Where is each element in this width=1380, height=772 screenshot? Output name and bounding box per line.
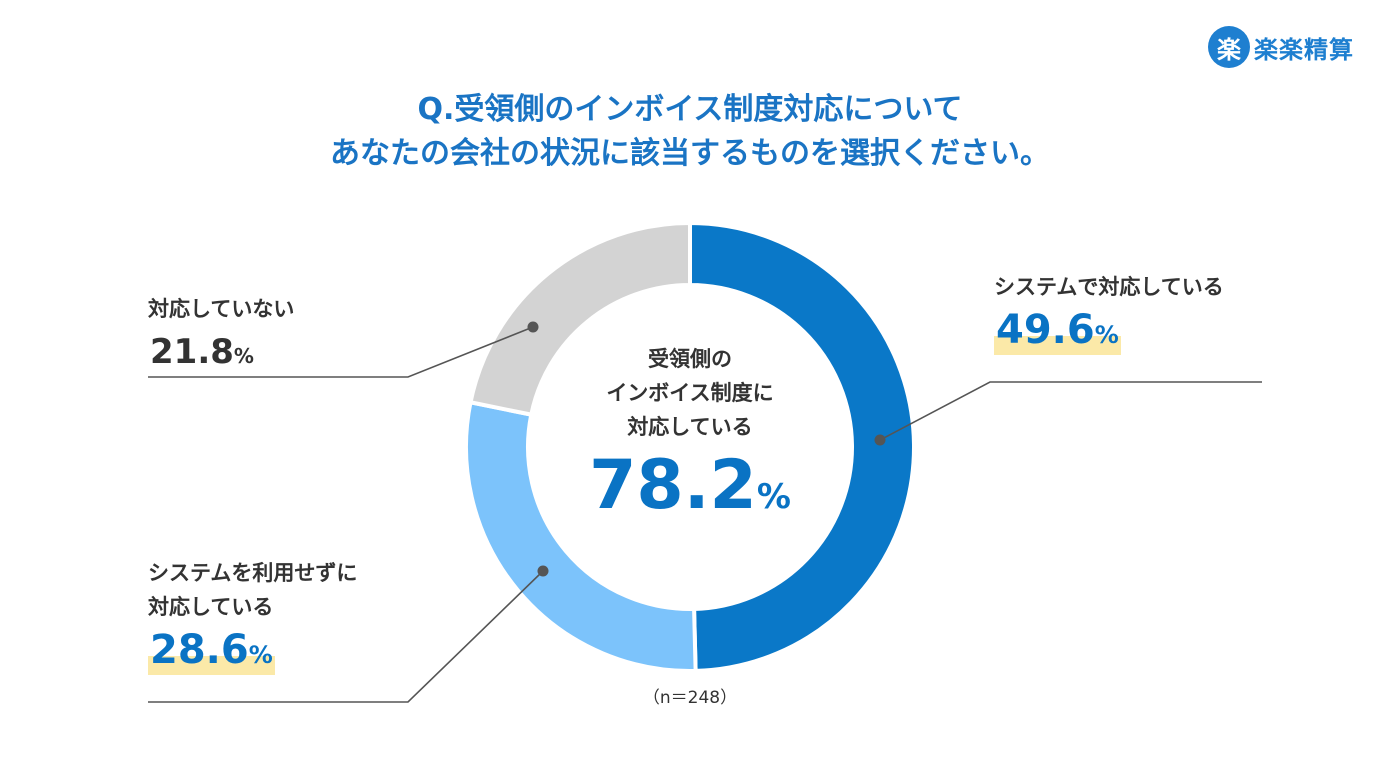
logo-text: 楽楽精算 xyxy=(1254,35,1354,64)
label-system-number: 49.6 xyxy=(996,307,1095,353)
slice-not-compliant xyxy=(468,220,692,418)
center-value-number: 78.2 xyxy=(589,446,757,525)
label-system: システムで対応している 49.6% xyxy=(994,270,1224,355)
label-non-system: システムを利用せずに 対応している 28.6% xyxy=(148,556,357,675)
label-non-system-unit: % xyxy=(248,641,273,669)
label-non-system-value: 28.6% xyxy=(148,630,275,675)
chart-title-line1: Q.受領側のインボイス制度対応について xyxy=(417,92,963,127)
sample-size: （n＝248） xyxy=(642,688,738,708)
leader-dot-non-system xyxy=(537,565,549,577)
label-system-name: システムで対応している xyxy=(994,275,1224,299)
label-not-compliant-value: 21.8% xyxy=(148,332,256,376)
label-not-compliant-number: 21.8 xyxy=(150,332,234,372)
label-not-compliant: 対応していない 21.8% xyxy=(148,292,294,376)
leader-line-not-compliant xyxy=(148,326,534,378)
leader-dot-not-compliant xyxy=(527,321,539,333)
center-label: 受領側の インボイス制度に 対応している xyxy=(606,347,774,439)
label-not-compliant-name: 対応していない xyxy=(148,297,295,321)
slice-system xyxy=(688,220,916,673)
center-value-unit: % xyxy=(756,477,791,517)
slice-non-system xyxy=(464,399,698,673)
logo-mark: 楽 xyxy=(1208,26,1250,68)
center-value: 78.2% xyxy=(560,446,820,537)
chart-title: Q.受領側のインボイス制度対応について あなたの会社の状況に該当するものを選択く… xyxy=(0,88,1380,176)
label-not-compliant-unit: % xyxy=(233,344,254,368)
leader-line-system xyxy=(879,381,1262,441)
label-system-unit: % xyxy=(1094,321,1119,349)
label-non-system-name: システムを利用せずに 対応している xyxy=(148,561,358,619)
chart-title-line2: あなたの会社の状況に該当するものを選択ください。 xyxy=(330,136,1050,171)
label-non-system-number: 28.6 xyxy=(150,627,249,673)
label-system-value: 49.6% xyxy=(994,310,1121,355)
leader-dot-system xyxy=(874,434,886,446)
logo: 楽 楽楽精算 xyxy=(1208,26,1354,68)
leader-line-non-system xyxy=(148,570,544,703)
center-summary: 受領側の インボイス制度に 対応している 78.2% xyxy=(560,342,820,537)
